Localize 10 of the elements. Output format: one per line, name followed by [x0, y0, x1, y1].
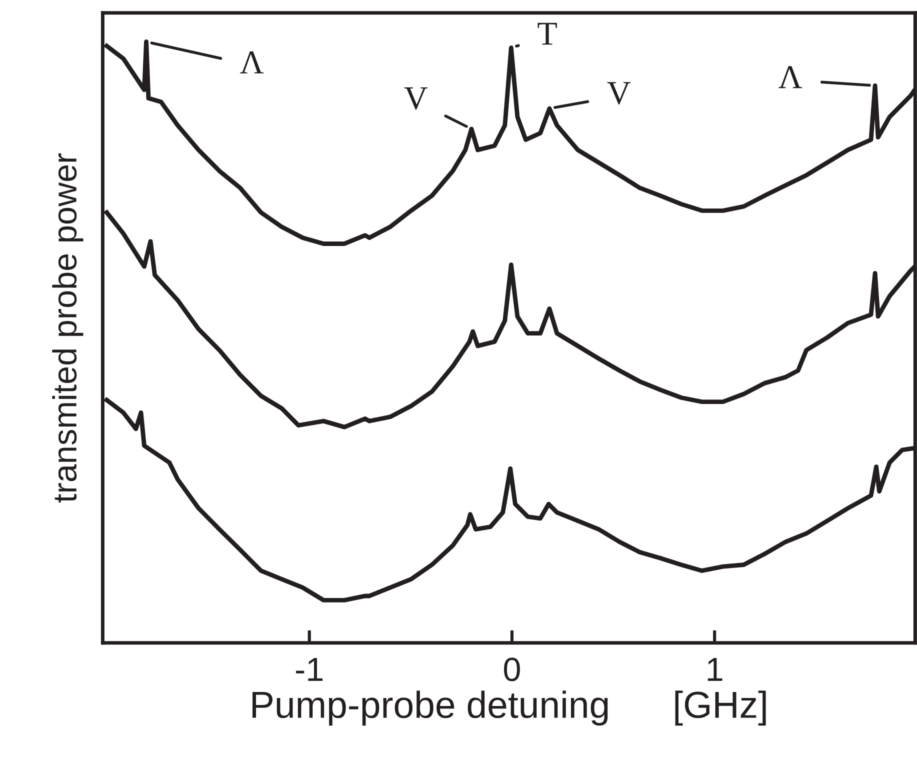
y-axis-title: transmited probe power	[52, 153, 84, 502]
annotation: T	[538, 22, 557, 45]
x-tick-label: -1	[296, 658, 323, 681]
x-axis-title: Pump-probe detuning [GHz]	[252, 690, 766, 726]
annotation: Λ	[240, 51, 264, 74]
x-tick-label: 1	[708, 658, 722, 681]
x-tick-label: 0	[504, 658, 520, 682]
annotation: Λ	[778, 66, 802, 88]
annotation: V	[607, 82, 631, 104]
annotation: V	[404, 87, 428, 110]
